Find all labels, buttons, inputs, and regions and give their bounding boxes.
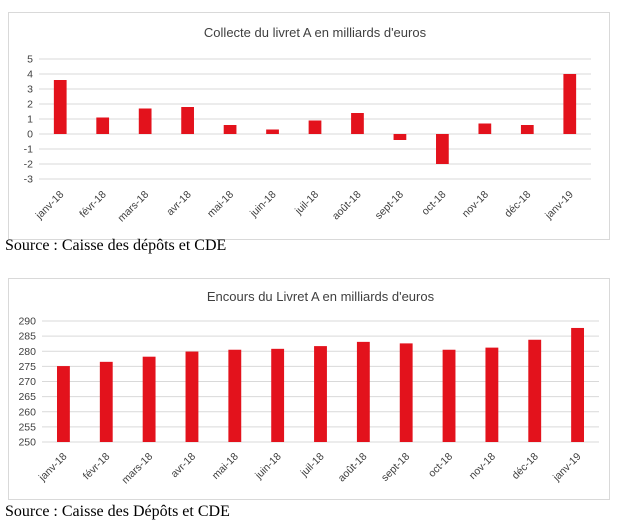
chart-1-x-tick-label: févr-18 — [77, 189, 109, 221]
chart-1-bar — [308, 120, 322, 134]
chart-1-bar — [266, 129, 279, 134]
chart-1-y-tick-label: -2 — [24, 159, 33, 171]
chart-2-y-tick-label: 265 — [18, 391, 36, 403]
chart-2-x-tick-label: déc-18 — [510, 451, 541, 482]
chart-2-x-tick-label: févr-18 — [81, 451, 113, 483]
chart-2-bar — [185, 351, 199, 442]
chart-2-x-tick-label: nov-18 — [467, 451, 498, 482]
chart-1-x-tick-label: nov-18 — [460, 189, 491, 220]
chart-1-y-tick-label: -1 — [24, 144, 33, 156]
chart-1-y-tick-label: 1 — [27, 114, 33, 126]
chart-2-bar — [142, 356, 156, 442]
chart-2-bar — [356, 341, 370, 442]
chart-1-bar — [563, 74, 577, 134]
chart-2-svg: Encours du Livret A en milliards d'euros… — [18, 289, 599, 487]
chart-1-bar — [223, 125, 237, 134]
chart-1-title: Collecte du livret A en milliards d'euro… — [204, 25, 427, 40]
chart-2-y-tick-label: 270 — [18, 376, 36, 388]
chart-1-x-tick-label: sept-18 — [373, 189, 406, 222]
chart-2-bar — [99, 361, 113, 442]
chart-1-x-tick-label: janv-19 — [542, 189, 576, 223]
chart-2-bar — [485, 347, 499, 442]
chart-2-y-tick-label: 255 — [18, 421, 36, 433]
chart-1-x-tick-label: oct-18 — [419, 189, 448, 218]
chart-1-x-tick-label: janv-18 — [33, 189, 67, 223]
chart-2-x-tick-label: juin-18 — [252, 451, 284, 483]
chart-1-bar — [520, 125, 534, 134]
chart-1-x-tick-label: déc-18 — [502, 189, 533, 220]
chart-2-y-tick-label: 285 — [18, 331, 36, 343]
chart-1-y-tick-label: 2 — [27, 99, 33, 111]
chart-2-y-tick-label: 280 — [18, 346, 36, 358]
chart-2-bar — [399, 343, 413, 442]
chart-2-x-tick-label: juil-18 — [298, 451, 327, 480]
chart-2-title: Encours du Livret A en milliards d'euros — [207, 289, 435, 304]
chart-2-y-tick-label: 250 — [18, 437, 36, 449]
chart-2-x-tick-label: janv-18 — [36, 451, 70, 485]
chart-1-x-tick-label: juil-18 — [292, 189, 321, 218]
chart-2-x-tick-label: oct-18 — [426, 451, 455, 480]
chart-1-bar — [96, 117, 110, 134]
chart-2-bar — [442, 349, 456, 442]
chart-2-bar — [271, 348, 285, 442]
chart-2-source: Source : Caisse des Dépôts et CDE — [5, 503, 230, 520]
chart-1-y-tick-label: 4 — [27, 69, 33, 81]
chart-2-bar — [228, 349, 242, 442]
chart-2-x-tick-label: mars-18 — [120, 451, 156, 487]
chart-2-x-tick-label: août-18 — [336, 451, 370, 485]
chart-2-x-tick-label: avr-18 — [169, 451, 199, 481]
chart-1-x-tick-label: avr-18 — [164, 189, 194, 219]
chart-1-source: Source : Caisse des dépôts et CDE — [5, 237, 227, 254]
chart-1-bar — [478, 123, 492, 134]
chart-1-bar — [436, 134, 449, 164]
chart-1-bar — [53, 80, 67, 134]
chart-2-y-tick-label: 260 — [18, 406, 36, 418]
chart-1-bar — [351, 113, 364, 134]
chart-1-y-tick-label: -3 — [24, 174, 33, 186]
chart-1-bar — [138, 108, 152, 134]
chart-1-svg: Collecte du livret A en milliards d'euro… — [24, 25, 591, 225]
chart-2-bar — [571, 327, 585, 442]
chart-2-bar — [528, 339, 542, 442]
chart-1-x-tick-label: août-18 — [330, 189, 364, 223]
chart-2-x-tick-label: sept-18 — [379, 451, 412, 484]
chart-1-x-tick-label: juin-18 — [247, 189, 279, 221]
chart-2-y-tick-label: 290 — [18, 316, 36, 328]
chart-2-bar — [56, 366, 70, 442]
chart-1-x-tick-label: mai-18 — [205, 189, 236, 220]
chart-1-bar — [181, 107, 194, 134]
chart-1-container: Collecte du livret A en milliards d'euro… — [8, 12, 610, 240]
chart-2-y-tick-label: 275 — [18, 361, 36, 373]
chart-1-y-tick-label: 5 — [27, 54, 33, 66]
chart-2-bar — [314, 346, 327, 442]
chart-1-x-tick-label: mars-18 — [116, 189, 152, 225]
chart-2-x-tick-label: mai-18 — [210, 451, 241, 482]
chart-2-container: Encours du Livret A en milliards d'euros… — [8, 278, 610, 500]
chart-2-x-tick-label: janv-19 — [550, 451, 584, 485]
chart-1-y-tick-label: 3 — [27, 84, 33, 96]
chart-1-bar — [393, 134, 407, 140]
chart-1-y-tick-label: 0 — [27, 129, 33, 141]
